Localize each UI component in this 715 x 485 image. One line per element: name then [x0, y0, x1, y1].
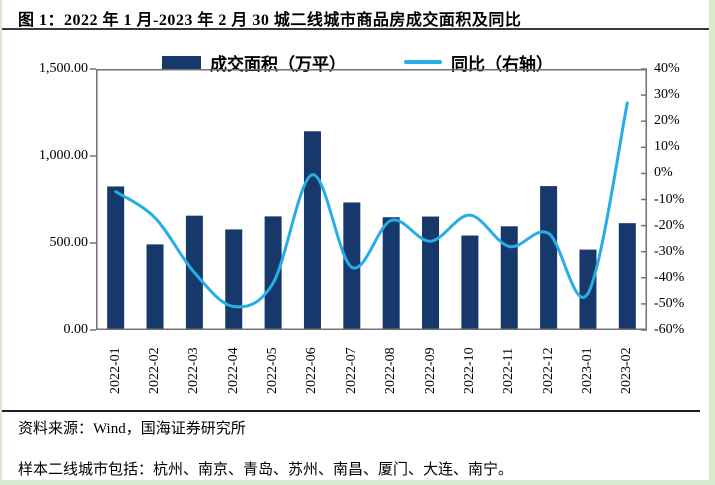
bar-2022-04	[225, 229, 243, 330]
right-axis-label: -30%	[654, 243, 685, 259]
page-edge-bottom	[0, 480, 715, 485]
bar-2022-09	[422, 216, 440, 330]
title-divider	[0, 28, 713, 30]
right-axis-label: -60%	[654, 322, 685, 337]
legend-item-bars: 成交面积（万平）	[162, 50, 346, 75]
bar-2023-01	[579, 249, 597, 330]
source-note: 资料来源：Wind，国海证券研究所	[18, 421, 246, 437]
page-edge-right	[709, 0, 715, 485]
legend-item-line: 同比（右轴）	[404, 50, 553, 75]
right-axis-label: 30%	[654, 87, 680, 103]
figure-title: 图 1：2022 年 1 月-2023 年 2 月 30 城二线城市商品房成交面…	[18, 12, 522, 29]
x-axis-label: 2022-11	[501, 347, 517, 394]
left-axis-label: 500.00	[49, 235, 89, 250]
right-axis-label: -20%	[654, 217, 685, 233]
x-axis-label: 2022-12	[540, 347, 556, 394]
legend-line-label: 同比（右轴）	[451, 54, 553, 74]
bar-2022-10	[461, 235, 479, 330]
left-axis-label: 0.00	[63, 322, 89, 337]
x-axis-label: 2023-01	[579, 347, 595, 394]
x-axis-label: 2022-06	[304, 347, 320, 394]
x-axis-label: 2022-09	[422, 347, 438, 394]
plot-border	[96, 69, 647, 330]
x-axis-label: 2022-08	[383, 347, 399, 394]
bar-2022-11	[500, 226, 518, 330]
bar-2022-02	[146, 244, 164, 330]
x-axis-label: 2022-01	[107, 347, 123, 394]
sample-cities-note: 样本二线城市包括：杭州、南京、青岛、苏州、南昌、厦门、大连、南宁。	[18, 462, 514, 478]
x-axis-label: 2022-05	[265, 347, 281, 394]
x-axis-label: 2023-02	[619, 347, 635, 394]
footer-divider	[0, 410, 700, 412]
legend-bar-swatch-icon	[162, 55, 201, 69]
x-axis-label: 2022-04	[225, 347, 241, 394]
legend-bar-label: 成交面积（万平）	[210, 54, 346, 74]
page-edge-left	[0, 0, 2, 485]
right-axis-label: -50%	[654, 295, 685, 311]
bar-2022-06	[303, 131, 321, 330]
yoy-line	[114, 101, 629, 309]
x-axis-label: 2022-10	[461, 347, 477, 394]
bar-2022-05	[264, 216, 282, 330]
chart-canvas	[90, 68, 647, 331]
x-axis-label: 2022-02	[147, 347, 163, 394]
x-axis-label: 2022-07	[343, 347, 359, 394]
bar-2022-12	[540, 186, 558, 330]
chart-legend: 成交面积（万平） 同比（右轴）	[0, 49, 715, 75]
legend-line-swatch-icon	[404, 60, 442, 64]
x-axis-label: 2022-03	[186, 347, 202, 394]
right-axis-label: 40%	[654, 61, 680, 76]
bar-2022-08	[382, 217, 400, 330]
right-axis-label: 0%	[654, 165, 673, 181]
right-axis-label: -10%	[654, 191, 685, 207]
right-axis-label: -40%	[654, 269, 685, 285]
left-axis-label: 1,000.00	[39, 148, 88, 163]
left-axis-label: 1,500.00	[39, 61, 88, 76]
bar-2023-02	[618, 223, 636, 330]
right-axis-label: 10%	[654, 139, 680, 155]
right-axis-label: 20%	[654, 113, 680, 129]
bar-2022-01	[107, 186, 125, 330]
